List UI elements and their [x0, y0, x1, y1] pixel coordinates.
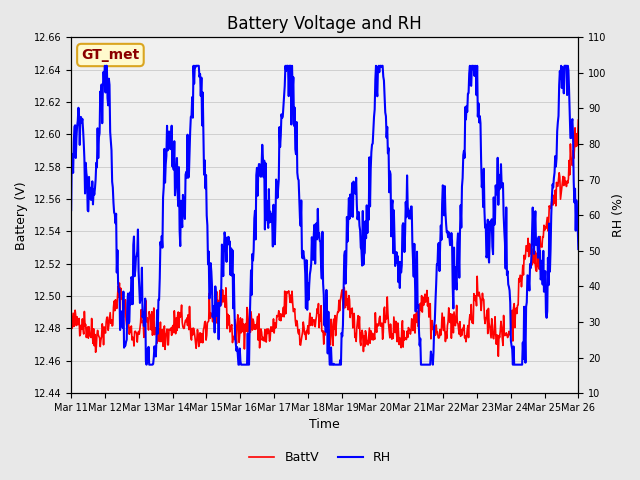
RH: [221, 235, 229, 240]
BattV: [377, 323, 385, 329]
RH: [101, 63, 109, 69]
RH: [143, 362, 150, 368]
BattV: [245, 316, 253, 322]
BattV: [264, 326, 272, 332]
RH: [575, 246, 582, 252]
Line: BattV: BattV: [71, 120, 579, 356]
Text: GT_met: GT_met: [81, 48, 140, 62]
BattV: [220, 293, 228, 299]
RH: [406, 216, 414, 221]
RH: [266, 219, 273, 225]
Y-axis label: RH (%): RH (%): [612, 193, 625, 237]
BattV: [495, 353, 502, 359]
X-axis label: Time: Time: [309, 419, 340, 432]
RH: [127, 274, 135, 280]
Title: Battery Voltage and RH: Battery Voltage and RH: [227, 15, 422, 33]
BattV: [575, 117, 582, 123]
Y-axis label: Battery (V): Battery (V): [15, 181, 28, 250]
Legend: BattV, RH: BattV, RH: [244, 446, 396, 469]
BattV: [405, 326, 413, 332]
BattV: [127, 329, 134, 335]
RH: [378, 63, 386, 69]
BattV: [67, 322, 75, 327]
RH: [67, 207, 75, 213]
RH: [246, 292, 254, 298]
Line: RH: RH: [71, 66, 579, 365]
